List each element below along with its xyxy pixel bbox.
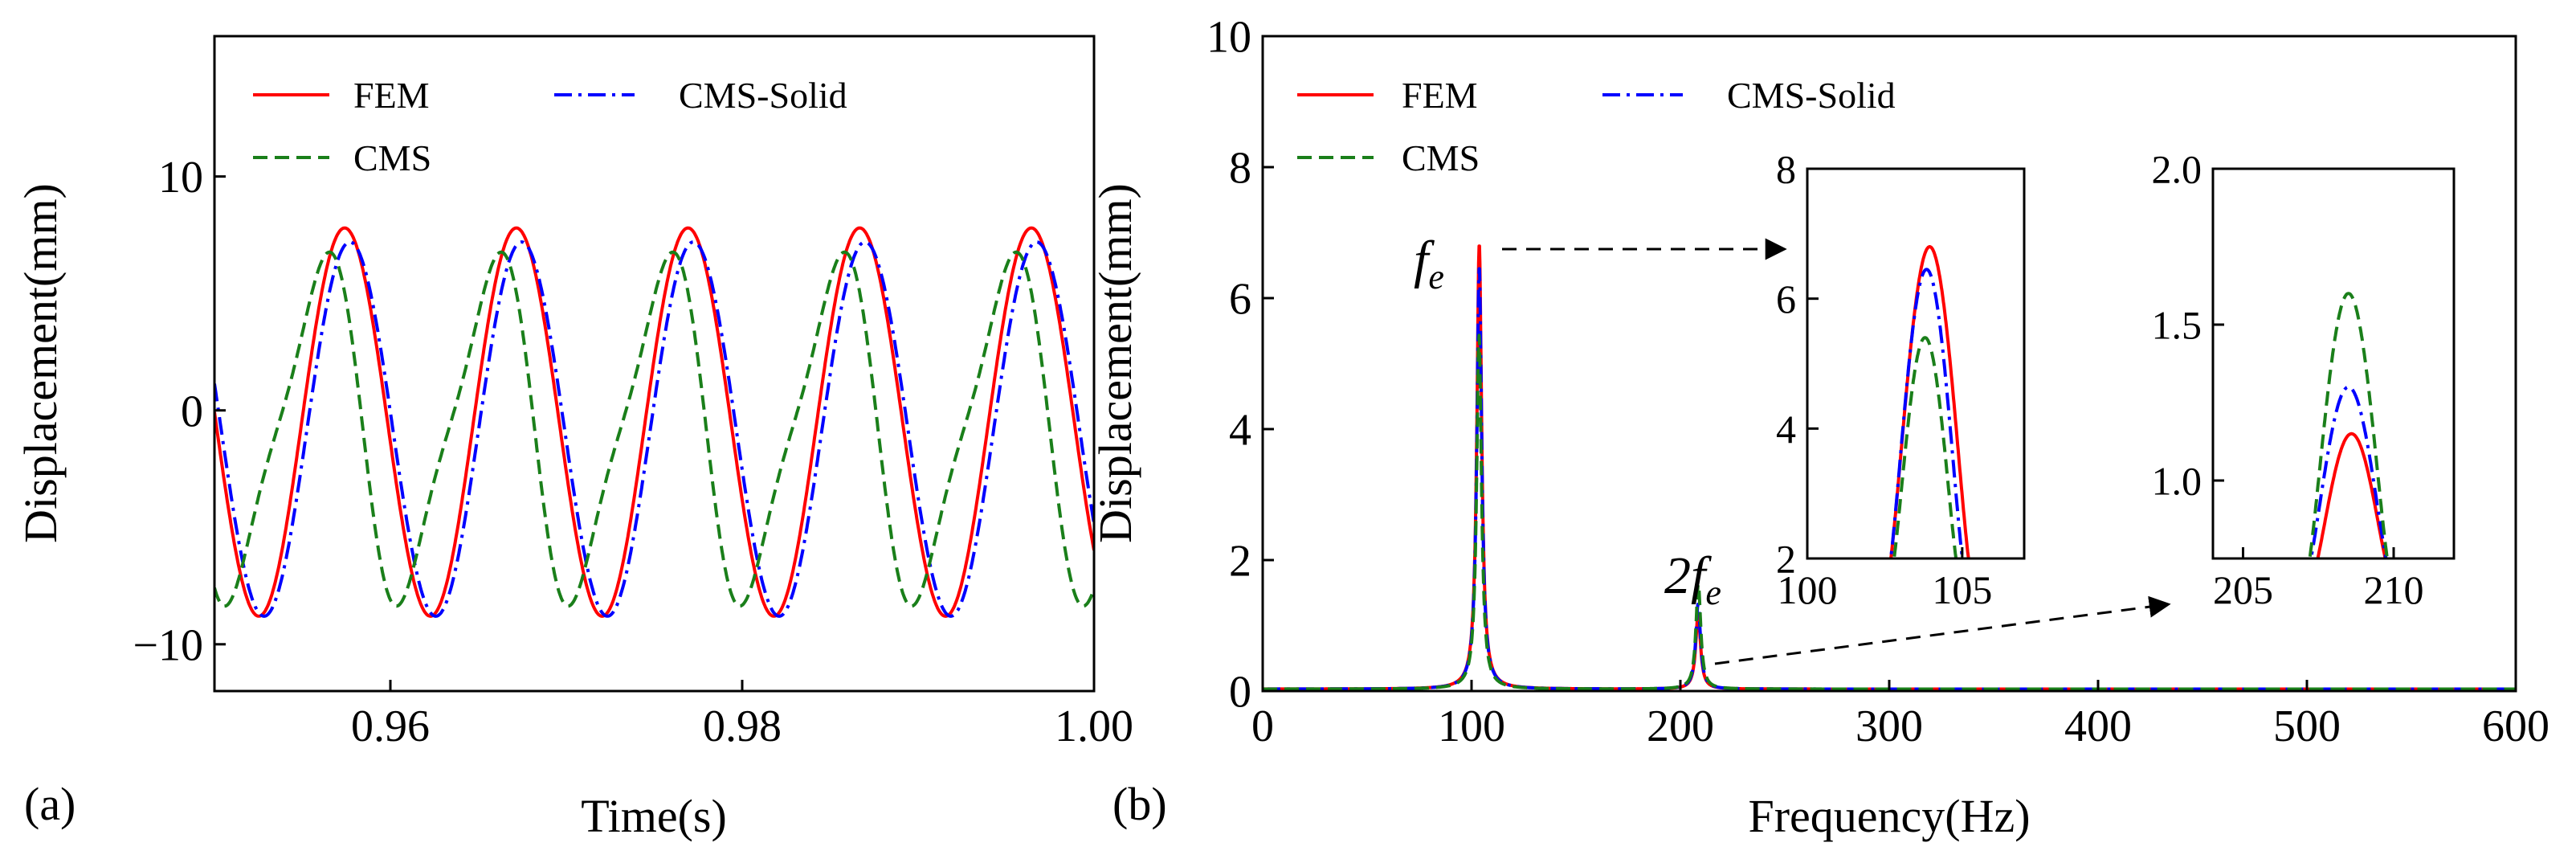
panel-a-label: (a) <box>24 778 76 830</box>
inset2-x-tick-label: 205 <box>2213 567 2273 612</box>
inset-second-harmonic: 205 210 1.0 1.5 2.0 <box>2152 147 2456 613</box>
series-a-fem <box>214 226 1094 618</box>
inset-second-harmonic-series <box>2308 292 2390 558</box>
panel-b-x-tick-label: 400 <box>2064 702 2132 751</box>
panel-b-label: (b) <box>1112 778 1167 830</box>
inset2-y-tick-label: 2.0 <box>2152 147 2202 192</box>
chart-panel-b: 0 100 200 300 400 500 600 0 2 4 6 8 10 FEM CMS CMS-S… <box>1089 13 2549 842</box>
panel-a-ticks: 0.96 0.98 1.00 −10 0 10 <box>133 153 1133 751</box>
panel-b-y-tick-label: 6 <box>1229 275 1251 325</box>
legend-b-cms-label: CMS <box>1402 137 1480 178</box>
inset1-series-cms_solid <box>1888 268 1965 558</box>
inset1-y-tick-label: 2 <box>1776 537 1796 582</box>
inset1-x-tick-label: 100 <box>1778 567 1838 612</box>
inset-second-harmonic-frame <box>2211 167 2456 560</box>
chart-panel-a: 0.96 0.98 1.00 −10 0 10 FEM CMS CMS-Solid Tim… <box>14 35 1133 842</box>
annotation-2fe: 2fe <box>1664 546 1721 612</box>
panel-a-series <box>214 226 1094 618</box>
inset2-x-tick-label: 210 <box>2364 567 2424 612</box>
inset2-y-tick-label: 1.0 <box>2152 459 2202 504</box>
inset1-x-tick-label: 105 <box>1932 567 1992 612</box>
panel-a-y-tick-label: 10 <box>158 153 203 202</box>
legend-b-cms-solid-label: CMS-Solid <box>1727 75 1896 116</box>
inset2-y-tick-label: 1.5 <box>2152 303 2202 348</box>
panel-b-x-tick-label: 100 <box>1438 702 1505 751</box>
panel-b-x-tick-label: 300 <box>1855 702 1923 751</box>
panel-b-y-label: Displacement(mm) <box>1089 183 1141 543</box>
panel-b-y-tick-label: 10 <box>1206 13 1251 63</box>
inset1-y-tick-label: 4 <box>1776 407 1796 452</box>
annotation-fe: fe <box>1414 231 1444 297</box>
panel-b-legend: FEM CMS CMS-Solid <box>1297 75 1896 178</box>
inset-fundamental-frame <box>1806 167 2026 560</box>
panel-b-y-tick-label: 8 <box>1229 144 1251 194</box>
inset1-series-cms <box>1892 336 1958 558</box>
series-a-cms_solid <box>214 240 1094 618</box>
legend-a-fem-label: FEM <box>353 75 430 116</box>
inset2-series-fem <box>2316 432 2387 558</box>
panel-a-x-tick-label: 1.00 <box>1055 702 1133 751</box>
inset2-series-cms <box>2308 292 2390 558</box>
panel-a-legend: FEM CMS CMS-Solid <box>253 75 847 178</box>
panel-b-y-tick-label: 4 <box>1229 406 1251 456</box>
panel-b-y-tick-label: 0 <box>1229 668 1251 718</box>
panel-b-x-label: Frequency(Hz) <box>1748 790 2030 842</box>
legend-a-cms-solid-label: CMS-Solid <box>679 75 847 116</box>
inset-fundamental-ticks: 100 105 2 4 6 8 <box>1776 147 1992 613</box>
panel-a-y-tick-label: −10 <box>133 620 203 670</box>
panel-b-y-tick-label: 2 <box>1229 537 1251 587</box>
inset1-y-tick-label: 6 <box>1776 276 1796 321</box>
legend-a-cms-label: CMS <box>353 137 431 178</box>
panel-a-frame <box>213 35 1096 693</box>
inset-second-harmonic-ticks: 205 210 1.0 1.5 2.0 <box>2152 147 2424 613</box>
inset-fundamental: 100 105 2 4 6 8 <box>1776 147 2026 613</box>
panel-b-x-tick-label: 200 <box>1647 702 1714 751</box>
inset2-series-cms_solid <box>2309 385 2388 558</box>
panel-a-y-tick-label: 0 <box>181 387 203 436</box>
legend-b-fem-label: FEM <box>1402 75 1478 116</box>
panel-a-x-tick-label: 0.98 <box>703 702 782 751</box>
panel-a-y-label: Displacement(mm) <box>14 183 67 543</box>
series-a-cms <box>214 250 1094 608</box>
arrow-2fe-to-inset <box>1714 595 2171 665</box>
panel-a-x-tick-label: 0.96 <box>351 702 430 751</box>
inset1-y-tick-label: 8 <box>1776 147 1796 192</box>
panel-b-x-tick-label: 0 <box>1251 702 1274 751</box>
panel-a-x-label: Time(s) <box>581 790 727 842</box>
panel-b-x-tick-label: 600 <box>2482 702 2549 751</box>
panel-b-ticks: 0 100 200 300 400 500 600 0 2 4 6 8 10 <box>1206 13 2549 751</box>
panel-b-x-tick-label: 500 <box>2273 702 2341 751</box>
inset-fundamental-series <box>1888 245 1970 558</box>
